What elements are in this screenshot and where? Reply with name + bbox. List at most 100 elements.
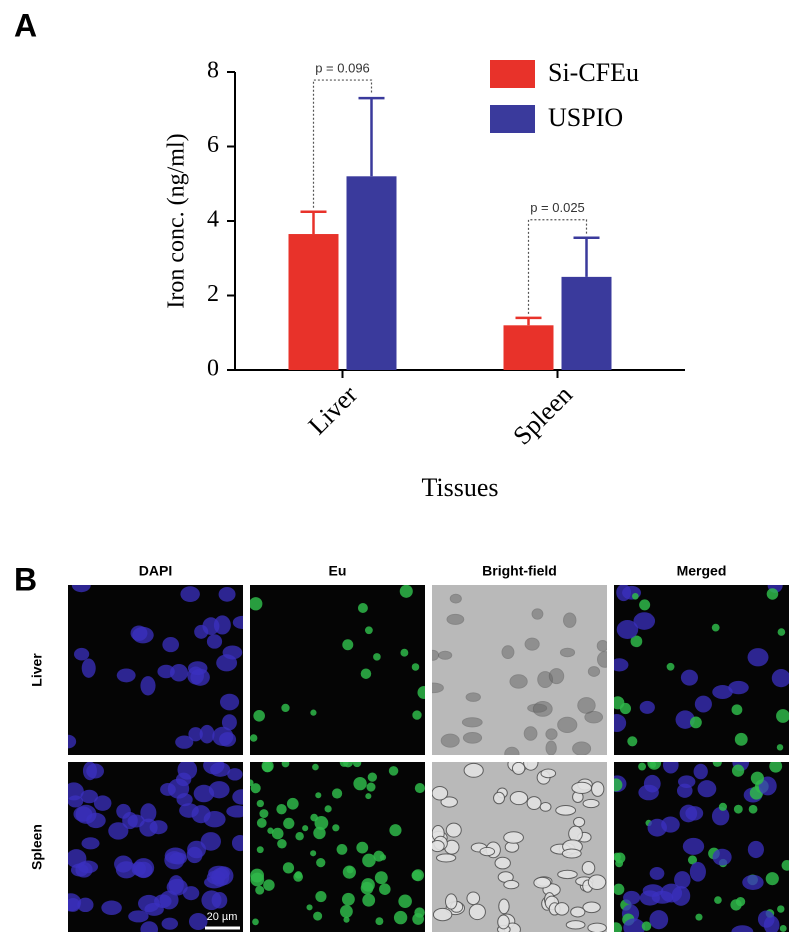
cell bbox=[461, 717, 483, 728]
nucleus bbox=[193, 784, 215, 803]
nucleus bbox=[115, 861, 137, 879]
bar bbox=[346, 176, 397, 370]
nucleus bbox=[130, 625, 148, 641]
nucleus bbox=[188, 913, 208, 930]
eu-signal bbox=[342, 762, 354, 768]
nucleus bbox=[68, 734, 77, 749]
nucleus bbox=[86, 812, 106, 829]
eu-signal bbox=[281, 703, 290, 713]
micrograph bbox=[68, 762, 243, 932]
eu-signal bbox=[357, 603, 368, 614]
y-tick-label: 6 bbox=[207, 132, 219, 158]
nucleus bbox=[68, 795, 84, 808]
nucleus bbox=[71, 585, 91, 593]
eu-signal bbox=[256, 818, 267, 828]
nucleus bbox=[127, 814, 145, 828]
cell bbox=[587, 922, 607, 932]
eu-signal bbox=[373, 653, 381, 661]
cell bbox=[526, 796, 542, 810]
cell bbox=[573, 816, 586, 828]
nucleus bbox=[137, 894, 160, 913]
eu-signal bbox=[332, 824, 340, 832]
nucleus bbox=[689, 861, 706, 882]
eu-signal bbox=[306, 904, 313, 911]
nucleus bbox=[697, 780, 717, 798]
eu-signal bbox=[342, 639, 354, 651]
nucleus bbox=[200, 832, 221, 851]
cell bbox=[498, 898, 510, 915]
nucleus bbox=[694, 695, 712, 713]
significance-bracket bbox=[312, 79, 373, 208]
cell bbox=[559, 647, 576, 658]
cell bbox=[509, 674, 528, 689]
cell bbox=[497, 914, 510, 930]
legend-label: USPIO bbox=[548, 103, 623, 132]
cell bbox=[587, 874, 607, 890]
eu-signal bbox=[263, 879, 275, 891]
cell bbox=[577, 697, 596, 714]
nucleus bbox=[649, 910, 669, 930]
nucleus bbox=[213, 615, 231, 635]
cell bbox=[523, 762, 539, 771]
cell bbox=[584, 710, 604, 724]
nucleus bbox=[203, 811, 226, 828]
eu-signal bbox=[400, 648, 409, 657]
cell bbox=[504, 746, 520, 755]
cell bbox=[596, 639, 607, 652]
nucleus bbox=[226, 805, 243, 818]
micrograph bbox=[68, 585, 243, 755]
eu-signal bbox=[718, 802, 727, 811]
cell bbox=[554, 902, 570, 916]
eu-signal bbox=[687, 855, 698, 865]
nucleus bbox=[68, 893, 82, 912]
column-label: Eu bbox=[329, 563, 347, 579]
cell bbox=[445, 822, 462, 838]
cell bbox=[493, 791, 506, 805]
eu-signal bbox=[343, 916, 350, 923]
legend-swatch bbox=[490, 60, 535, 88]
cell bbox=[432, 649, 440, 661]
eu-signal bbox=[276, 804, 287, 815]
nucleus bbox=[194, 624, 209, 639]
eu-signal bbox=[362, 893, 376, 907]
cell bbox=[572, 741, 592, 755]
eu-signal bbox=[375, 917, 384, 926]
x-axis-label: Tissues bbox=[421, 473, 498, 502]
cell bbox=[501, 645, 515, 660]
eu-signal bbox=[731, 764, 745, 777]
eu-signal bbox=[353, 776, 367, 791]
eu-signal bbox=[331, 788, 343, 799]
eu-signal bbox=[399, 585, 413, 598]
y-tick-label: 2 bbox=[207, 281, 219, 307]
cell bbox=[539, 801, 552, 812]
eu-signal bbox=[627, 736, 638, 747]
cell bbox=[591, 781, 605, 797]
eu-signal bbox=[374, 871, 388, 885]
eu-signal bbox=[356, 841, 369, 854]
eu-signal bbox=[614, 883, 625, 896]
cell bbox=[511, 762, 526, 775]
cell bbox=[540, 768, 557, 779]
eu-signal bbox=[712, 762, 722, 767]
nucleus bbox=[108, 822, 129, 840]
cell bbox=[582, 798, 600, 809]
eu-signal bbox=[316, 858, 326, 868]
micrograph-content bbox=[250, 585, 425, 742]
nucleus bbox=[675, 710, 695, 729]
nucleus bbox=[757, 910, 775, 928]
nucleus bbox=[169, 664, 189, 682]
eu-signal bbox=[256, 799, 264, 808]
nucleus bbox=[187, 840, 207, 859]
panel-label: A bbox=[14, 7, 37, 43]
nucleus bbox=[747, 840, 764, 859]
eu-signal bbox=[253, 709, 265, 722]
nucleus bbox=[175, 735, 194, 749]
eu-signal bbox=[389, 824, 402, 837]
cell bbox=[565, 920, 586, 930]
nucleus bbox=[728, 680, 749, 695]
column-label: Bright-field bbox=[482, 563, 557, 579]
row-label: Liver bbox=[29, 653, 45, 687]
cell bbox=[432, 682, 444, 694]
micrograph-content bbox=[68, 585, 243, 749]
eu-signal bbox=[711, 623, 720, 632]
